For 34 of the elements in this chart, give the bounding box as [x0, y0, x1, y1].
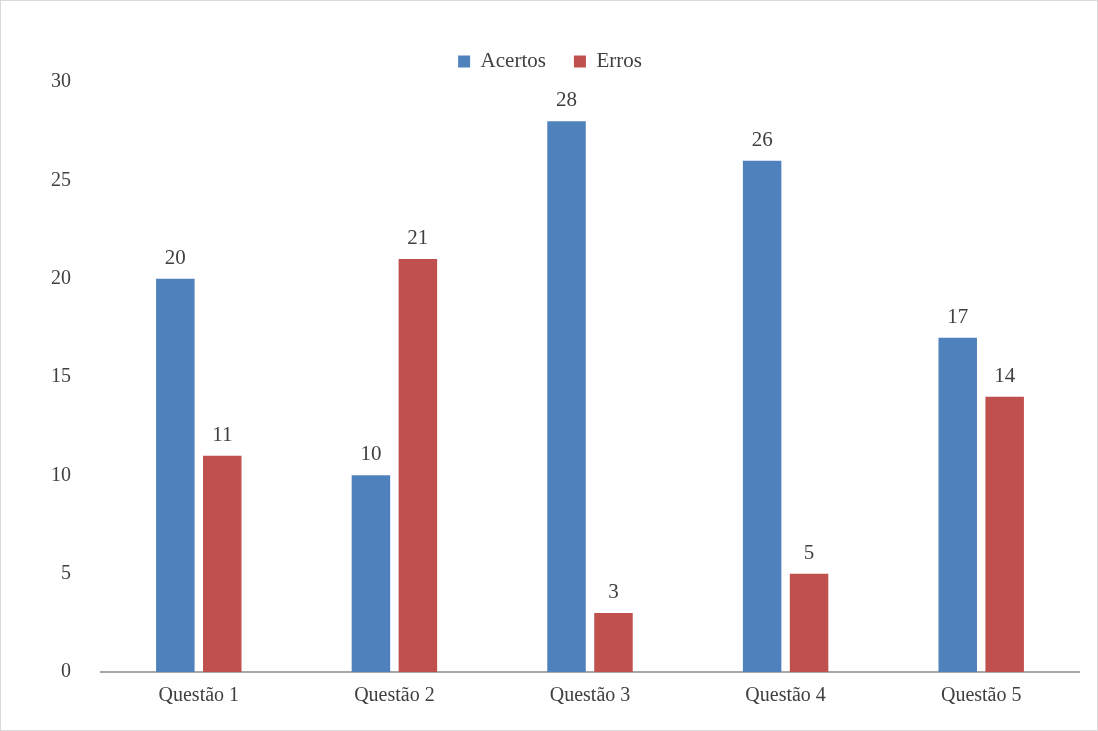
legend-label: Erros [596, 48, 642, 73]
y-tick-label: 5 [61, 560, 71, 583]
bar [351, 475, 391, 672]
y-tick-label: 15 [51, 364, 71, 387]
y-tick-label: 10 [51, 462, 71, 485]
data-label: 10 [360, 441, 382, 466]
data-label: 3 [608, 579, 619, 604]
data-label: 26 [751, 126, 773, 151]
bar [594, 613, 633, 672]
legend-label: Acertos [480, 48, 546, 73]
bar [547, 121, 586, 672]
x-tick-label: Questão 1 [158, 683, 240, 706]
y-tick-label: 0 [61, 659, 71, 682]
data-label: 20 [164, 244, 186, 269]
y-tick-label: 25 [51, 167, 71, 190]
bar [985, 396, 1024, 672]
data-label: 17 [947, 303, 969, 328]
bar [203, 455, 242, 672]
data-label: 5 [803, 539, 815, 564]
y-tick-label: 20 [51, 265, 71, 288]
x-tick-label: Questão 5 [940, 683, 1022, 706]
y-tick-label: 30 [51, 69, 71, 92]
x-tick-label: Questão 3 [549, 683, 631, 706]
bar [938, 337, 977, 672]
data-label: 14 [994, 362, 1016, 387]
bar [156, 278, 195, 672]
x-tick-label: Questão 2 [354, 683, 435, 706]
data-label: 28 [556, 87, 578, 112]
data-label: 21 [407, 225, 429, 250]
data-label: 11 [212, 421, 233, 446]
bar [398, 259, 438, 672]
x-tick-label: Questão 4 [745, 683, 826, 706]
bar [742, 160, 782, 672]
bar [789, 573, 829, 672]
